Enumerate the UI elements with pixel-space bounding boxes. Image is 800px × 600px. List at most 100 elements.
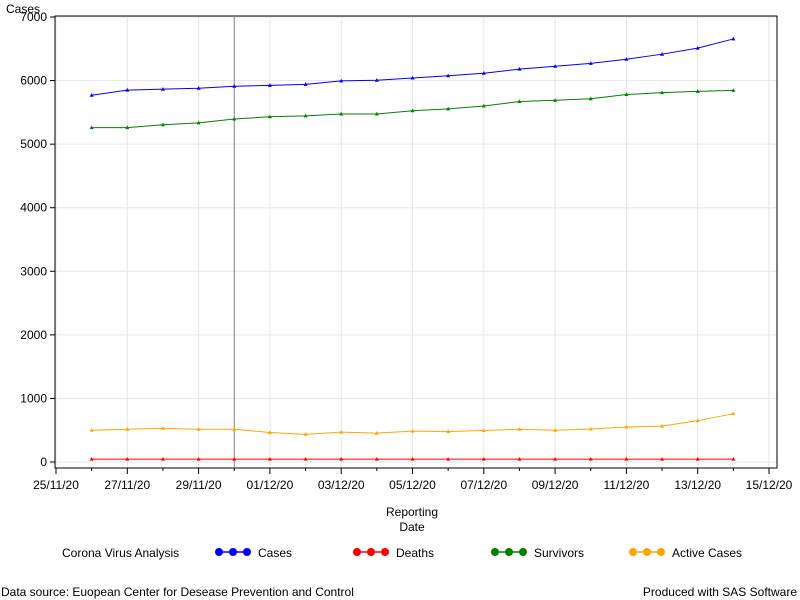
y-tick-label: 5000 bbox=[20, 137, 47, 151]
deaths-point bbox=[374, 456, 379, 461]
cases-point bbox=[339, 78, 344, 83]
survivors-point bbox=[410, 108, 415, 113]
active-cases-point bbox=[374, 430, 379, 435]
x-tick-label: 03/12/20 bbox=[318, 478, 365, 492]
cases-point bbox=[125, 87, 130, 92]
deaths-point bbox=[660, 456, 665, 461]
legend-swatch-marker bbox=[215, 548, 223, 556]
deaths-point bbox=[196, 456, 201, 461]
y-axis: 0 1000 2000 3000 4000 5000 6000 7000 bbox=[20, 10, 55, 469]
cases-point bbox=[446, 73, 451, 78]
x-tick-label: 11/12/20 bbox=[603, 478, 649, 492]
cases-point bbox=[553, 64, 558, 68]
survivors-point bbox=[160, 122, 165, 127]
y-tick-label: 6000 bbox=[20, 74, 47, 88]
legend-swatch-marker bbox=[657, 548, 665, 556]
active-cases-point bbox=[588, 426, 593, 431]
legend-swatch-marker bbox=[353, 548, 361, 556]
legend-item-survivors: Survivors bbox=[491, 546, 584, 560]
active-cases-point bbox=[624, 424, 629, 429]
deaths-point bbox=[125, 456, 130, 461]
survivors-point bbox=[196, 120, 201, 125]
y-tick-label: 1000 bbox=[20, 391, 47, 405]
cases-point bbox=[624, 57, 629, 61]
active-cases-point bbox=[660, 423, 665, 428]
legend-title: Corona Virus Analysis bbox=[62, 546, 179, 560]
survivors-point bbox=[695, 89, 700, 93]
active-cases-point bbox=[303, 432, 308, 436]
survivors-point bbox=[481, 103, 486, 108]
x-tick-label: 13/12/20 bbox=[674, 478, 721, 492]
legend-swatch-marker bbox=[381, 548, 389, 556]
y-axis-title: Cases bbox=[6, 2, 40, 16]
legend-label: Survivors bbox=[534, 546, 584, 560]
cases-point bbox=[517, 66, 522, 71]
active-cases-point bbox=[196, 427, 201, 431]
cases-point bbox=[588, 61, 593, 65]
series-active-cases bbox=[89, 411, 736, 436]
grid-layer bbox=[55, 16, 777, 468]
cases-point bbox=[410, 75, 415, 80]
x-axis-title-line-2: Date bbox=[399, 520, 425, 534]
deaths-point bbox=[588, 456, 593, 461]
cases-point bbox=[196, 86, 201, 90]
survivors-point bbox=[624, 92, 629, 97]
x-tick-label: 27/11/20 bbox=[104, 478, 150, 492]
deaths-point bbox=[339, 456, 344, 461]
deaths-point bbox=[410, 456, 415, 461]
legend-swatch-marker bbox=[643, 548, 651, 556]
legend-swatch-marker bbox=[491, 548, 499, 556]
active-cases-point bbox=[232, 427, 237, 431]
y-tick-label: 0 bbox=[40, 455, 47, 469]
x-tick-label: 01/12/20 bbox=[247, 478, 294, 492]
survivors-point bbox=[125, 125, 130, 130]
active-cases-point bbox=[481, 428, 486, 433]
active-cases-point bbox=[553, 428, 558, 432]
cases-point bbox=[232, 84, 237, 88]
survivors-point bbox=[303, 113, 308, 118]
active-cases-point bbox=[731, 411, 736, 416]
survivors-point bbox=[89, 125, 94, 130]
deaths-point bbox=[517, 456, 522, 461]
plot-frame bbox=[54, 15, 778, 469]
active-cases-point bbox=[446, 429, 451, 433]
survivors-point bbox=[660, 90, 665, 95]
x-axis-title-line-1: Reporting bbox=[386, 505, 438, 519]
survivors-point bbox=[446, 106, 451, 111]
footnote-software: Produced with SAS Software bbox=[643, 585, 797, 599]
legend: Corona Virus Analysis Cases Deaths Survivo… bbox=[62, 546, 742, 560]
deaths-point bbox=[160, 456, 165, 461]
cases-point bbox=[695, 45, 700, 50]
deaths-point bbox=[731, 456, 736, 461]
footnote-data-source: Data source: Euopean Center for Desease … bbox=[1, 585, 354, 599]
cases-point bbox=[660, 51, 665, 56]
legend-item-deaths: Deaths bbox=[353, 546, 434, 560]
deaths-point bbox=[446, 456, 451, 461]
active-cases-point bbox=[339, 429, 344, 434]
active-cases-point bbox=[517, 427, 522, 431]
cases-point bbox=[374, 78, 379, 82]
deaths-point bbox=[303, 456, 308, 461]
cases-point bbox=[267, 83, 272, 87]
deaths-point bbox=[624, 456, 629, 461]
survivors-point bbox=[517, 99, 522, 104]
survivors-point bbox=[232, 116, 237, 121]
legend-swatch-marker bbox=[367, 548, 375, 556]
cases-point bbox=[160, 86, 165, 91]
active-cases-point bbox=[410, 428, 415, 433]
survivors-point bbox=[374, 111, 379, 116]
deaths-point bbox=[553, 456, 558, 461]
deaths-point bbox=[232, 456, 237, 461]
x-tick-label: 29/11/20 bbox=[176, 478, 222, 492]
x-axis: 25/11/20 27/11/20 29/11/20 01/12/20 03/12/20… bbox=[33, 468, 793, 492]
y-tick-label: 7000 bbox=[20, 10, 47, 24]
active-cases-point bbox=[89, 428, 94, 432]
legend-item-active-cases: Active Cases bbox=[629, 546, 742, 560]
x-tick-label: 07/12/20 bbox=[460, 478, 507, 492]
y-tick-label: 4000 bbox=[20, 201, 47, 215]
x-tick-label: 15/12/20 bbox=[746, 478, 793, 492]
legend-label: Cases bbox=[258, 546, 292, 560]
cases-point bbox=[731, 36, 736, 41]
active-cases-point bbox=[267, 430, 272, 434]
